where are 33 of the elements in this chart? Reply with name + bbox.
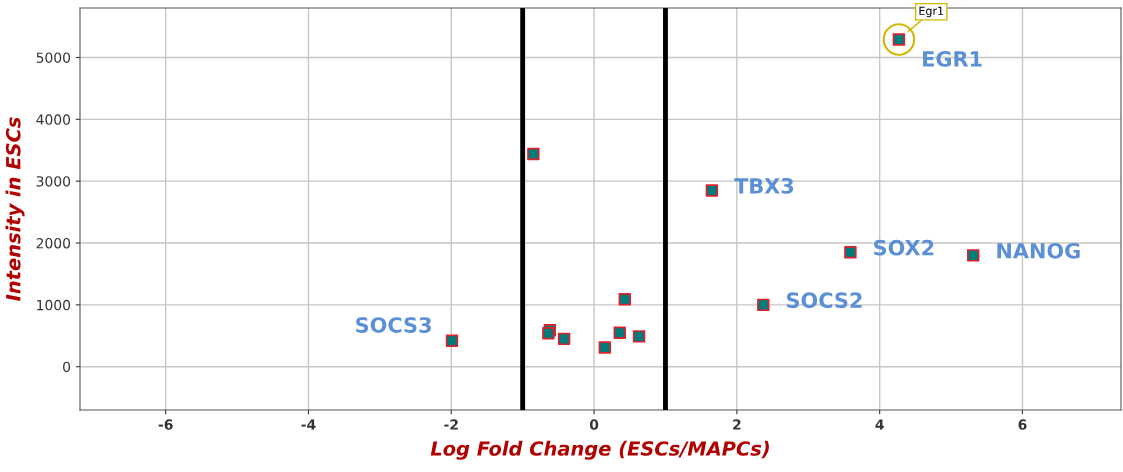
y-tick-label: 4000 [36, 114, 71, 125]
y-tick-label: 1000 [37, 299, 71, 311]
point [705, 184, 719, 197]
point [632, 330, 646, 343]
annotation: Egr1 [919, 6, 944, 18]
annotation: SOCS3 [356, 317, 431, 333]
point [844, 246, 857, 259]
annotation: TBX3 [734, 177, 794, 194]
annotation: NANOG [997, 242, 1080, 259]
point [613, 326, 626, 339]
annotation: SOCS2 [787, 292, 862, 309]
y-axis-title: Intensity in ESCs [5, 117, 25, 301]
x-tick-label: 4 [875, 419, 884, 430]
y-tick-label: 3000 [36, 176, 71, 187]
x-axis-title: Log Fold Change (ESCs/MAPCs) [430, 440, 769, 460]
point [527, 147, 540, 161]
x-tick-label: 6 [1018, 419, 1027, 430]
point [598, 341, 611, 354]
point [618, 293, 631, 306]
point [757, 298, 770, 312]
x-tick-label: -4 [301, 419, 316, 430]
y-tick-label: 0 [63, 361, 71, 373]
point [557, 332, 571, 346]
y-tick-label: 5000 [36, 52, 71, 63]
annotation: SOX2 [874, 239, 934, 256]
point [966, 249, 980, 262]
point [445, 334, 459, 347]
x-tick-label: 2 [733, 419, 741, 430]
x-tick-label: -2 [444, 419, 458, 430]
x-tick-label: -6 [158, 419, 173, 430]
x-tick-label: 0 [589, 419, 599, 430]
y-tick-label: 2000 [36, 237, 71, 249]
annotation: EGR1 [923, 51, 982, 67]
